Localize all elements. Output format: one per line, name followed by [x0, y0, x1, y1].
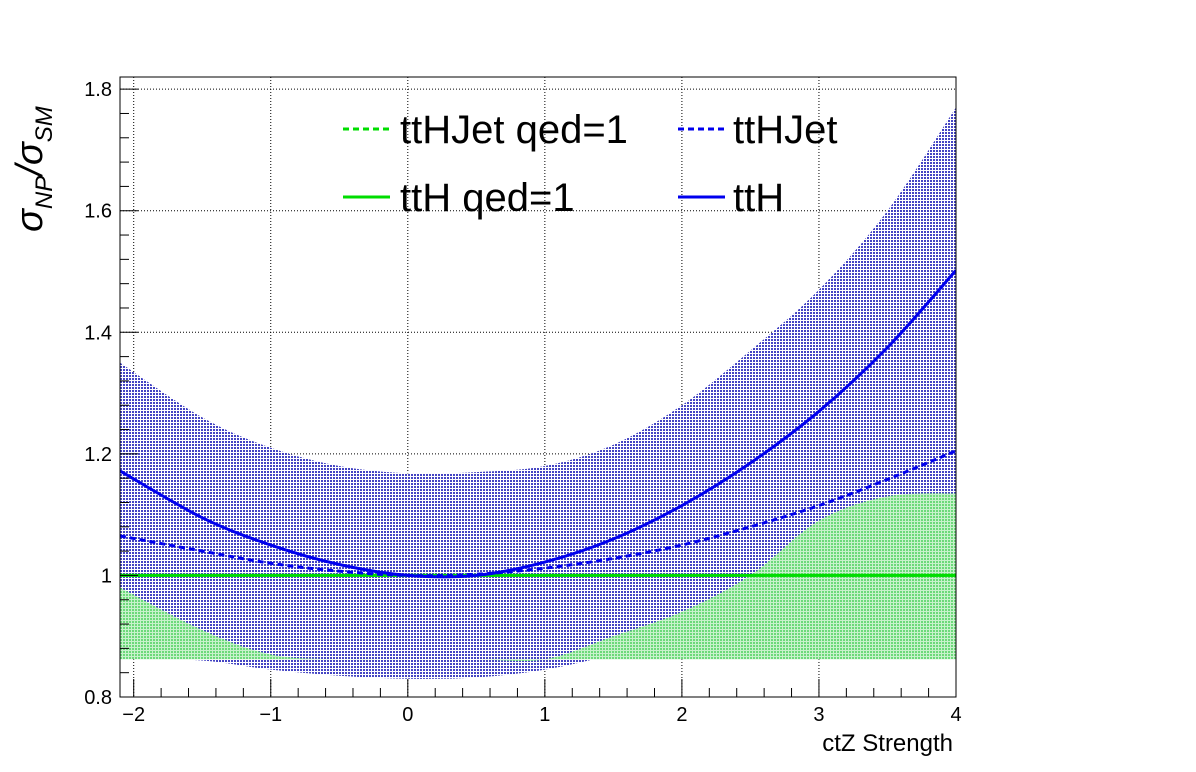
x-tick-label-0: −2 [122, 704, 145, 726]
series-line-3 [120, 269, 956, 579]
legend: ttHJet qed=1 ttHJet ttH qed=1 ttH [343, 108, 837, 220]
x-tick-label-4: 2 [676, 704, 687, 726]
y-tick-label-4: 1.6 [84, 201, 112, 223]
y-axis-title: σNP/σSM [9, 106, 58, 232]
y-tick-label-3: 1.4 [84, 322, 112, 344]
y-tick-label-1: 1 [101, 565, 112, 587]
y-tick-label-5: 1.8 [84, 79, 112, 101]
x-tick-label-3: 1 [539, 704, 550, 726]
plot-frame [119, 76, 957, 698]
legend-label-tth: ttH [733, 176, 784, 220]
series-lines [120, 269, 956, 579]
x-tick-label-2: 0 [402, 704, 413, 726]
x-tick-labels: −2 −1 0 1 2 3 4 [122, 704, 961, 726]
series-line-1 [120, 449, 956, 578]
legend-label-tthjet: ttHJet [733, 108, 837, 152]
x-tick-label-1: −1 [259, 704, 282, 726]
x-tick-label-5: 3 [813, 704, 824, 726]
legend-label-tthjet-qed1: ttHJet qed=1 [400, 108, 628, 152]
y-tick-label-0: 0.8 [84, 687, 112, 709]
x-axis-title: ctZ Strength [822, 730, 953, 757]
y-tick-labels: 0.8 1 1.2 1.4 1.6 1.8 [84, 79, 112, 709]
axis-ticks [120, 88, 957, 698]
x-tick-label-6: 4 [950, 704, 961, 726]
band-1 [120, 493, 956, 662]
legend-label-tth-qed1: ttH qed=1 [400, 176, 575, 220]
band-0 [120, 107, 956, 679]
uncertainty-bands [120, 107, 956, 679]
y-tick-label-2: 1.2 [84, 444, 112, 466]
